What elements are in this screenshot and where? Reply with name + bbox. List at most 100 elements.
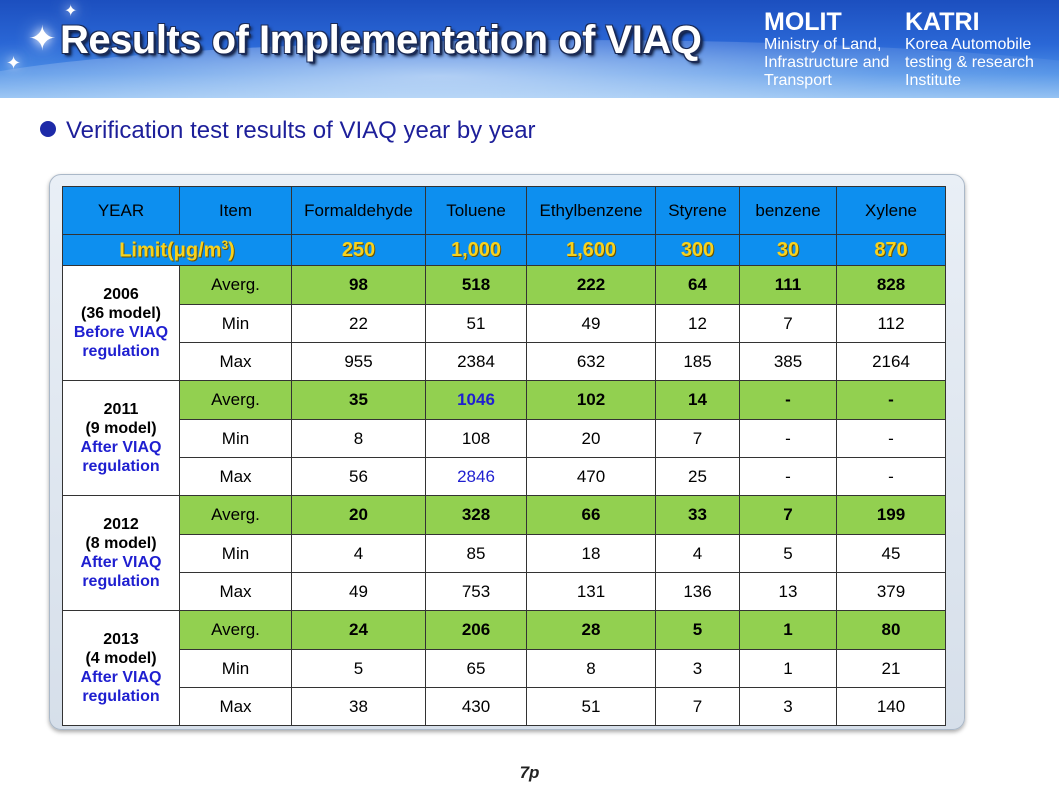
model-count: (8 model) [85, 535, 157, 552]
value-cell: 65 [425, 649, 527, 688]
item-label: Averg. [179, 610, 292, 650]
value-cell: 33 [655, 495, 740, 535]
value-cell: 112 [836, 304, 946, 343]
value-cell: 632 [526, 342, 656, 381]
value-cell: 25 [655, 457, 740, 496]
model-count: (9 model) [85, 420, 157, 437]
value-cell: 3 [739, 687, 837, 726]
item-label: Min [179, 534, 292, 573]
year-cell: 2011 (9 model) After VIAQ regulation [62, 380, 180, 496]
column-header: Item [179, 186, 292, 235]
table-row: 2013 (4 model) After VIAQ regulation Averg.… [62, 610, 946, 726]
value-cell: 2164 [836, 342, 946, 381]
year-cell: 2006 (36 model) Before VIAQ regulation [62, 265, 180, 381]
limit-value: 1,000 [425, 234, 527, 266]
value-cell: 13 [739, 572, 837, 611]
limit-value: 870 [836, 234, 946, 266]
table-row: Max 56 2846 470 25- - [63, 457, 946, 496]
column-header: Xylene [836, 186, 946, 235]
value-cell: 22 [291, 304, 426, 343]
table-row: 2012 (8 model) After VIAQ regulation Averg.… [62, 495, 946, 611]
table-row: 2011 (9 model) After VIAQ regulation Averg.… [62, 380, 946, 496]
value-cell: 199 [836, 495, 946, 535]
value-cell: 7 [655, 687, 740, 726]
katri-logo-text: KATRI Korea Automobile testing & researc… [905, 8, 1055, 90]
model-count: (36 model) [80, 305, 161, 322]
value-cell: 35 [291, 380, 426, 420]
katri-full-name: Korea Automobile testing & research Inst… [905, 36, 1034, 89]
sparkle-star-icon: ✦ [64, 3, 78, 20]
value-cell: 12 [655, 304, 740, 343]
column-header: Ethylbenzene [526, 186, 656, 235]
value-cell: 328 [425, 495, 527, 535]
bullet-icon [40, 121, 56, 137]
page-title: Results of Implementation of VIAQ [60, 18, 702, 62]
regulation-status: After VIAQ regulation [80, 669, 162, 705]
value-cell: 222 [526, 265, 656, 305]
year-label: 2006 [103, 286, 139, 303]
value-cell: 4 [655, 534, 740, 573]
molit-abbr: MOLIT [764, 8, 842, 36]
value-cell: 379 [836, 572, 946, 611]
value-cell: 7 [739, 304, 837, 343]
value-cell: 20 [291, 495, 426, 535]
value-cell: 2846 [425, 457, 527, 496]
value-cell: 140 [836, 687, 946, 726]
regulation-status: After VIAQ regulation [80, 439, 162, 475]
item-label: Min [179, 304, 292, 343]
value-cell: 8 [526, 649, 656, 688]
table-row: Min 5 65 8 3 1 21 [63, 649, 946, 688]
molit-full-name: Ministry of Land, Infrastructure and Tra… [764, 36, 890, 89]
sparkle-star-icon: ✦ [6, 53, 22, 73]
item-label: Averg. [179, 495, 292, 535]
value-cell: 20 [526, 419, 656, 458]
year-label: 2013 [103, 631, 139, 648]
value-cell: - [739, 419, 837, 458]
value-cell: 5 [655, 610, 740, 650]
value-cell: 4 [291, 534, 426, 573]
value-cell: - [739, 457, 837, 496]
value-cell: 49 [526, 304, 656, 343]
katri-abbr: KATRI [905, 8, 980, 36]
column-header: benzene [739, 186, 837, 235]
value-cell: 38 [291, 687, 426, 726]
table-row: Max 49 753 131 136 13 379 [63, 572, 946, 611]
value-cell: 131 [526, 572, 656, 611]
table-row: Max 38 430 51 7 3 140 [63, 687, 946, 726]
year-label: 2012 [103, 516, 139, 533]
value-cell: 85 [425, 534, 527, 573]
value-cell: 98 [291, 265, 426, 305]
value-cell: 430 [425, 687, 527, 726]
year-cell: 2012 (8 model) After VIAQ regulation [62, 495, 180, 611]
sparkle-star-icon: ✦ [28, 20, 57, 58]
item-label: Max [179, 342, 292, 381]
column-header: Toluene [425, 186, 527, 235]
regulation-status: Before VIAQ regulation [73, 324, 169, 360]
value-cell: 80 [836, 610, 946, 650]
column-header: Formaldehyde [291, 186, 426, 235]
header-banner: ✦ ✦ ✦ Results of Implementation of VIAQ … [0, 0, 1059, 98]
year-label: 2011 [103, 401, 139, 418]
value-cell: 21 [836, 649, 946, 688]
limit-label-exponent: 3 [221, 237, 229, 252]
section-heading: Verification test results of VIAQ year b… [40, 117, 536, 145]
value-cell: 108 [425, 419, 527, 458]
value-cell: 518 [425, 265, 527, 305]
limit-label-close: ) [228, 239, 235, 262]
item-label: Min [179, 419, 292, 458]
table-row: 2006 (36 model) Before VIAQ regulation Aver… [62, 265, 946, 381]
value-cell: 5 [291, 649, 426, 688]
limit-value: 300 [655, 234, 740, 266]
section-heading-text: Verification test results of VIAQ year b… [66, 117, 536, 144]
value-cell: 206 [425, 610, 527, 650]
table-row: Min 22 51 49 12 7 112 [63, 304, 946, 343]
limit-label-text: Limit(μg/m [119, 239, 222, 262]
column-header: YEAR [62, 186, 180, 235]
value-cell: 3 [655, 649, 740, 688]
table-row: Min 8 108 20 7- - [63, 419, 946, 458]
value-cell: 24 [291, 610, 426, 650]
item-label: Max [179, 687, 292, 726]
value-cell: 1 [739, 610, 837, 650]
value-cell: 45 [836, 534, 946, 573]
item-label: Averg. [179, 265, 292, 305]
